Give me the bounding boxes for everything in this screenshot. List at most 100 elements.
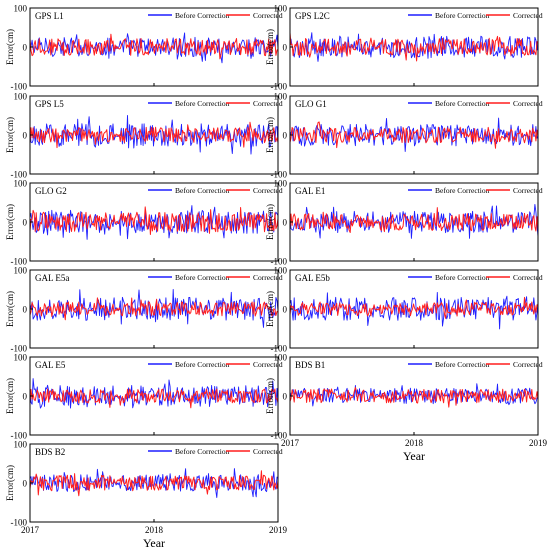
panel-title: GPS L5 (35, 99, 64, 109)
y-tick-label: 0 (23, 218, 28, 228)
y-tick-label: 0 (283, 43, 288, 53)
y-axis-label: Error(cm) (5, 204, 15, 240)
series-line-corrected (30, 121, 278, 149)
series-line-before-correction (290, 291, 538, 330)
legend-label-before-correction: Before Correction (175, 11, 230, 20)
y-axis-label: Error(cm) (265, 378, 275, 414)
y-tick-label: -100 (11, 82, 28, 92)
legend: Before Correction Corrected (408, 99, 543, 108)
legend-label-corrected: Corrected (253, 11, 283, 20)
y-tick-label: 0 (23, 479, 28, 489)
panel-title: GAL E5a (35, 273, 69, 283)
y-axis-label: Error(cm) (5, 291, 15, 327)
series-line-corrected (30, 388, 278, 409)
series-line-before-correction (30, 32, 278, 64)
legend-label-corrected: Corrected (513, 11, 543, 20)
y-tick-label: -100 (271, 82, 288, 92)
x-axis-left: 2017 2018 2019 Year (21, 525, 288, 550)
series-line-before-correction (30, 468, 278, 498)
x-axis-label: Year (143, 536, 165, 550)
series-line-before-correction (290, 117, 538, 152)
panel-title: GPS L2C (295, 11, 330, 21)
y-axis-label: Error(cm) (265, 29, 275, 65)
y-tick-label: -100 (11, 344, 28, 354)
y-tick-label: 0 (23, 392, 28, 402)
y-axis-label: Error(cm) (5, 117, 15, 153)
plot-frame (29, 443, 279, 523)
y-tick-label: 0 (23, 305, 28, 315)
legend: Before Correction Corrected (148, 360, 283, 369)
x-tick-label: 2018 (145, 525, 164, 535)
series-line-before-correction (30, 288, 278, 328)
legend-label-corrected: Corrected (253, 273, 283, 282)
y-tick-label: 100 (14, 440, 28, 450)
panel-title: BDS B1 (295, 360, 325, 370)
y-tick-label: -100 (271, 170, 288, 180)
y-tick-label: 100 (14, 92, 28, 102)
y-tick-label: -100 (271, 344, 288, 354)
y-tick-label: 0 (23, 131, 28, 141)
legend-label-corrected: Corrected (253, 360, 283, 369)
series-line-before-correction (290, 383, 538, 407)
legend: Before Correction Corrected (148, 447, 283, 456)
legend: Before Correction Corrected (408, 273, 543, 282)
y-tick-label: 100 (274, 4, 288, 14)
panel-title: GAL E5b (295, 273, 330, 283)
legend-label-corrected: Corrected (513, 273, 543, 282)
legend-label-corrected: Corrected (253, 186, 283, 195)
y-tick-label: -100 (11, 518, 28, 528)
y-tick-label: 100 (274, 353, 288, 363)
y-axis-label: Error(cm) (265, 291, 275, 327)
legend-label-corrected: Corrected (253, 447, 283, 456)
series-line-corrected (290, 296, 538, 319)
legend: Before Correction Corrected (148, 11, 283, 20)
y-tick-label: 100 (274, 179, 288, 189)
legend-label-corrected: Corrected (513, 186, 543, 195)
y-tick-label: -100 (271, 257, 288, 267)
x-axis-label: Year (403, 449, 425, 463)
legend: Before Correction Corrected (408, 360, 543, 369)
panel-title: GAL E1 (295, 186, 325, 196)
legend-label-corrected: Corrected (513, 99, 543, 108)
y-tick-label: -100 (11, 431, 28, 441)
panel-gal-e1: 100 0 -100 Error(cm) GAL E1 Before Correction… (265, 179, 543, 267)
legend: Before Correction Corrected (148, 273, 283, 282)
panel-gps-l5: 100 0 -100 Error(cm) GPS L5 Before Correction… (5, 92, 283, 180)
y-axis-label: Error(cm) (265, 204, 275, 240)
legend: Before Correction Corrected (148, 186, 283, 195)
x-tick-label: 2017 (21, 525, 40, 535)
legend-label-before-correction: Before Correction (435, 186, 490, 195)
legend-label-before-correction: Before Correction (175, 447, 230, 456)
legend-label-before-correction: Before Correction (435, 99, 490, 108)
legend: Before Correction Corrected (408, 186, 543, 195)
series-line-corrected (30, 297, 278, 321)
series-line-corrected (30, 470, 278, 497)
y-tick-label: -100 (11, 170, 28, 180)
x-axis-right: 2017 2018 2019 Year (281, 438, 548, 463)
x-tick-label: 2019 (529, 438, 548, 448)
panel-gal-e5: 100 0 -100 Error(cm) GAL E5 Before Correction… (5, 353, 283, 441)
x-tick-label: 2018 (405, 438, 424, 448)
legend-label-before-correction: Before Correction (435, 360, 490, 369)
y-tick-label: 0 (283, 392, 288, 402)
series-line-corrected (290, 32, 538, 62)
panel-gal-e5b: 100 0 -100 Error(cm) GAL E5b Before Correctio… (265, 266, 543, 354)
series-line-before-correction (290, 32, 538, 62)
y-tick-label: 0 (23, 43, 28, 53)
panel-title: GLO G1 (295, 99, 327, 109)
legend-label-corrected: Corrected (253, 99, 283, 108)
legend-label-before-correction: Before Correction (175, 186, 230, 195)
series-line-before-correction (30, 205, 278, 240)
series-line-corrected (30, 206, 278, 235)
panel-title: GPS L1 (35, 11, 64, 21)
y-tick-label: 100 (274, 266, 288, 276)
y-tick-label: 100 (14, 353, 28, 363)
legend-label-before-correction: Before Correction (175, 360, 230, 369)
series-line-corrected (290, 387, 538, 408)
legend-label-before-correction: Before Correction (175, 273, 230, 282)
series-line-before-correction (290, 203, 538, 239)
panel-title: GLO G2 (35, 186, 67, 196)
series-line-corrected (290, 121, 538, 149)
legend: Before Correction Corrected (408, 11, 543, 20)
panel-gps-l2c: 100 0 -100 Error(cm) GPS L2C Before Correctio… (265, 4, 543, 92)
